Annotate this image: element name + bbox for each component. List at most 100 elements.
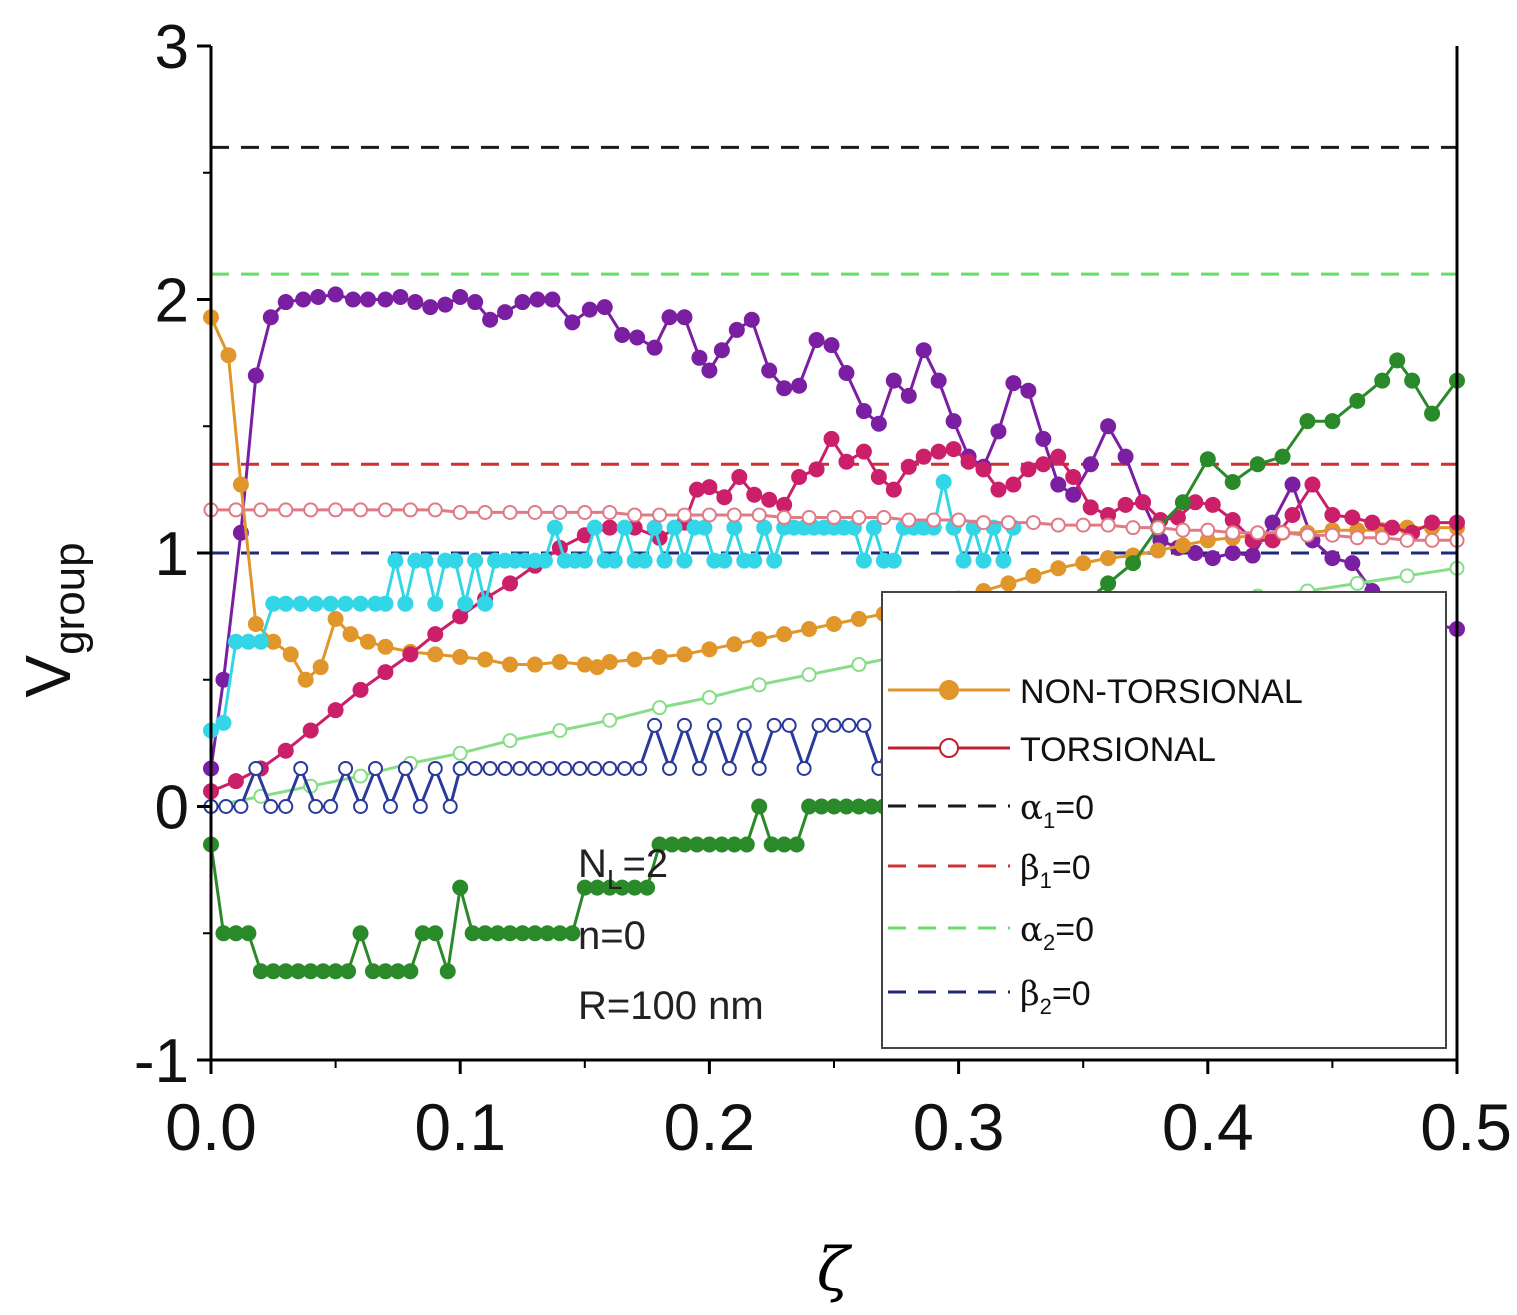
data-point	[539, 925, 556, 942]
data-point	[328, 502, 344, 518]
data-point	[452, 879, 469, 896]
data-point	[452, 288, 469, 305]
data-point	[838, 365, 855, 382]
x-axis-label: ζ	[817, 1235, 853, 1305]
data-point	[885, 481, 902, 498]
data-point	[497, 304, 514, 321]
data-point	[576, 879, 593, 896]
data-point	[776, 626, 793, 643]
parameter-annotations: NL=2 n=0 R=100 nm	[578, 842, 764, 1028]
data-point	[227, 633, 244, 650]
data-point	[691, 349, 708, 366]
data-point	[855, 443, 872, 460]
data-point	[323, 799, 339, 814]
data-point	[676, 836, 693, 853]
y-axis-label-main: V	[12, 655, 84, 698]
data-point	[1199, 451, 1216, 468]
data-point	[1349, 392, 1366, 409]
data-point	[838, 798, 855, 815]
data-point	[666, 519, 683, 536]
data-point	[1399, 568, 1415, 584]
data-point	[1020, 382, 1037, 399]
data-point	[1424, 514, 1441, 531]
data-point	[1324, 506, 1341, 523]
data-point	[813, 798, 830, 815]
data-point	[265, 633, 282, 650]
legend-alpha1-symbol: α	[1020, 788, 1043, 828]
data-point	[601, 519, 618, 536]
data-point	[352, 925, 369, 942]
data-point	[1344, 509, 1361, 526]
data-point	[233, 799, 249, 814]
data-point	[664, 836, 681, 853]
data-point	[788, 836, 805, 853]
legend-beta1-sub: 1	[1040, 868, 1052, 893]
data-point	[851, 657, 867, 673]
data-point	[736, 717, 752, 733]
data-point	[801, 510, 817, 526]
data-point	[427, 646, 444, 663]
data-point	[302, 722, 319, 739]
axes: -1 0 1 2 3 0.0 0.1 0.2 0.3 0.4 0.5	[134, 13, 1512, 1164]
data-point	[632, 760, 648, 776]
data-point	[647, 717, 663, 733]
data-point	[295, 291, 312, 308]
data-point	[856, 717, 872, 733]
data-point	[826, 615, 842, 632]
data-point	[482, 760, 498, 776]
data-point	[756, 519, 773, 536]
data-point	[552, 722, 568, 738]
x-tick-label: 0.2	[664, 1090, 756, 1164]
data-point	[926, 512, 942, 528]
data-point	[529, 291, 546, 308]
data-point	[688, 481, 705, 498]
data-point	[796, 760, 812, 776]
data-point	[614, 879, 631, 896]
data-point	[781, 717, 797, 733]
data-point	[514, 925, 531, 942]
data-point	[442, 799, 458, 814]
data-point	[616, 519, 633, 536]
data-point	[716, 552, 733, 569]
data-point	[1000, 515, 1016, 531]
data-point	[676, 552, 693, 569]
data-point	[746, 486, 763, 503]
data-point	[1005, 476, 1022, 493]
data-point	[614, 326, 631, 343]
data-point	[901, 512, 917, 528]
data-point	[367, 760, 383, 776]
data-point	[761, 362, 778, 379]
data-point	[1224, 474, 1241, 491]
data-point	[951, 512, 967, 528]
data-point	[265, 963, 282, 980]
data-point	[1324, 527, 1340, 543]
data-point	[544, 291, 561, 308]
data-point	[706, 717, 722, 733]
data-point	[452, 745, 468, 761]
data-point	[551, 925, 568, 942]
data-point	[502, 575, 519, 592]
data-point	[1389, 352, 1406, 369]
legend-alpha2-symbol: α	[1020, 910, 1043, 950]
data-point	[945, 413, 962, 430]
data-point	[277, 595, 294, 612]
data-point	[247, 615, 264, 632]
data-point	[746, 552, 763, 569]
data-point	[338, 760, 354, 776]
data-point	[589, 879, 606, 896]
data-point	[626, 879, 643, 896]
data-point	[452, 760, 468, 776]
data-point	[240, 633, 257, 650]
data-point	[776, 380, 793, 397]
data-point	[662, 760, 678, 776]
data-point	[1299, 413, 1316, 430]
series-2	[203, 430, 1465, 800]
data-point	[1349, 530, 1365, 546]
data-point	[1005, 375, 1022, 392]
data-point	[253, 502, 269, 518]
data-point	[576, 552, 593, 569]
data-point	[1187, 494, 1204, 511]
data-point	[602, 504, 618, 520]
data-point	[990, 423, 1007, 440]
